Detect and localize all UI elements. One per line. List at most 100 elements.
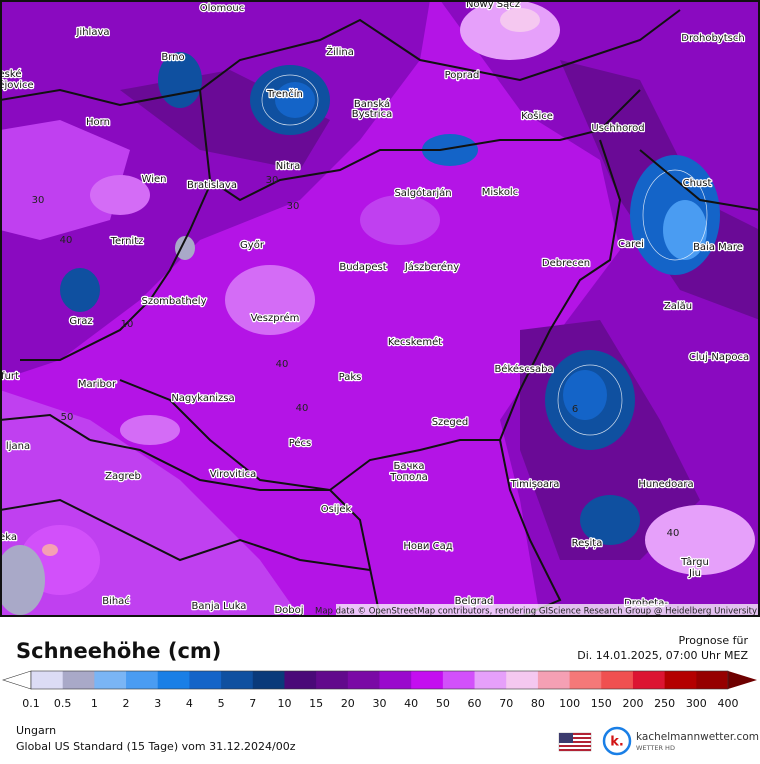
legend-tick-label: 0.5 [54, 697, 72, 710]
city-label: Бачка [393, 461, 424, 472]
flag [558, 732, 592, 752]
attribution: Map data © OpenStreetMap contributors, r… [315, 607, 757, 617]
map-frame [0, 0, 760, 617]
legend-tick-label: 0.1 [22, 697, 40, 710]
color-cell [664, 671, 697, 689]
legend-tick-label: 4 [186, 697, 193, 710]
legend-tick-label: 30 [373, 697, 387, 710]
over-arrow [728, 671, 757, 689]
legend-tick-label: 60 [468, 697, 482, 710]
city-label: Ternitz [110, 236, 144, 247]
forecast-label: Prognose für [679, 634, 749, 647]
legend-tick-label: 7 [249, 697, 256, 710]
city-label: Brno [161, 52, 184, 63]
legend-tick-label: 80 [531, 697, 545, 710]
legend-tick-label: 40 [404, 697, 418, 710]
city-label: Bratislava [187, 180, 237, 191]
legend-tick-label: 5 [218, 697, 225, 710]
legend-tick-label: 50 [436, 697, 450, 710]
city-label: Debrecen [542, 258, 590, 269]
legend-tick-label: 1 [91, 697, 98, 710]
color-cell [316, 671, 349, 689]
legend-title: Schneehöhe (cm) [16, 639, 221, 663]
color-cell [696, 671, 729, 689]
city-label: ljana [6, 441, 30, 452]
city-label: Timișoara [510, 479, 560, 490]
color-cell [379, 671, 412, 689]
color-cell [411, 671, 444, 689]
city-label: Trenčín [266, 88, 303, 100]
city-label: Salgótarján [394, 187, 451, 199]
legend-tick-label: 15 [309, 697, 323, 710]
contour-label: 30 [287, 201, 300, 212]
brand-sub: WETTER HD [636, 744, 675, 752]
contour-label: 40 [667, 528, 680, 539]
city-label: Carei [618, 239, 644, 250]
city-label: Târgu [680, 556, 709, 568]
city-label: Wien [142, 174, 167, 185]
city-label: Baia Mare [693, 242, 743, 253]
city-label: Топола [389, 472, 427, 483]
legend-tick-label: 20 [341, 697, 355, 710]
legend-tick-label: 150 [591, 697, 612, 710]
color-cell [126, 671, 159, 689]
color-cell [537, 671, 571, 689]
legend-tick-label: 3 [154, 697, 161, 710]
region: Ungarn [16, 724, 56, 737]
city-label: Pécs [289, 437, 312, 449]
city-label: ějovice [0, 79, 34, 91]
color-cell [221, 671, 254, 689]
color-cell [569, 671, 602, 689]
legend-tick-label: 200 [622, 697, 643, 710]
city-label: Banská [354, 98, 390, 110]
city-label: Veszprém [251, 312, 300, 324]
color-cell [284, 671, 317, 689]
color-cell [189, 671, 222, 689]
city-label: furt [1, 371, 19, 382]
logo-letter[interactable]: k. [610, 735, 624, 750]
city-label: Szombathely [141, 296, 206, 307]
city-label: Bihać [102, 595, 130, 607]
city-label: Cluj-Napoca [689, 352, 749, 363]
color-cell [62, 671, 95, 689]
city-label: Kecskemét [388, 336, 442, 348]
city-label: Békéscsaba [494, 363, 553, 375]
contour-label: 10 [121, 319, 134, 330]
city-label: Chust [683, 178, 712, 189]
legend-tick-label: 2 [123, 697, 130, 710]
city-label: Jiu [688, 568, 701, 579]
model-info: Global US Standard (15 Tage) vom 31.12.2… [16, 740, 296, 753]
legend-tick-label: 100 [559, 697, 580, 710]
color-cell [157, 671, 190, 689]
city-label: eské [0, 68, 21, 80]
city-label: Budapest [339, 262, 386, 273]
city-label: Nowy Sącz [466, 0, 520, 10]
contour-label: 30 [266, 175, 279, 186]
city-label: Uschhorod [591, 123, 644, 134]
city-label: Zagreb [105, 471, 141, 482]
contour-label: 40 [60, 235, 73, 246]
contour-label: 40 [296, 403, 309, 414]
city-label: Virovitica [210, 469, 256, 480]
city-label: Reșița [572, 538, 603, 549]
legend-tick-label: 10 [277, 697, 291, 710]
city-label: Nitra [276, 161, 300, 172]
city-label: Maribor [78, 379, 117, 390]
city-label: Horn [86, 117, 110, 128]
contour-label: 6 [572, 404, 578, 415]
city-label: Győr [240, 239, 265, 251]
city-label: Drohobytsch [681, 33, 744, 44]
color-cell [442, 671, 476, 689]
color-cell [601, 671, 634, 689]
color-cell [474, 671, 507, 689]
color-cell [347, 671, 380, 689]
color-cell [632, 671, 666, 689]
city-label: Banja Luka [192, 601, 247, 612]
brand[interactable]: kachelmannwetter.com [636, 731, 759, 743]
legend-tick-label: 300 [686, 697, 707, 710]
city-label: Jászberény [404, 261, 459, 273]
logo[interactable] [602, 726, 632, 756]
legend-tick-label: 250 [654, 697, 675, 710]
city-label: Jihlava [75, 27, 109, 38]
